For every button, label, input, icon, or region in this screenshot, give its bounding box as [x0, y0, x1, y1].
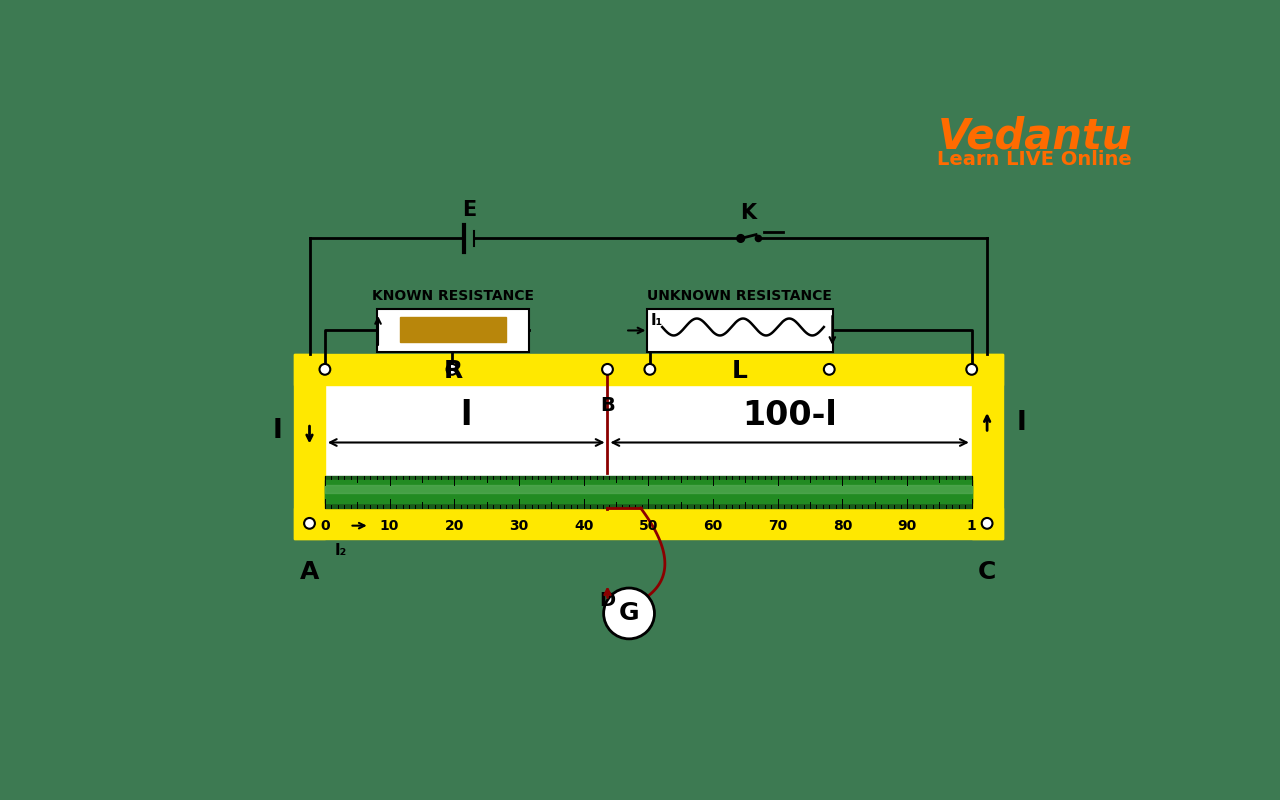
Text: D: D	[599, 591, 616, 610]
Text: I: I	[1016, 410, 1027, 436]
Circle shape	[737, 234, 745, 242]
Text: 30: 30	[509, 519, 529, 534]
Circle shape	[824, 364, 835, 374]
Text: R: R	[443, 359, 463, 383]
Text: C: C	[978, 560, 996, 584]
Text: 100-l: 100-l	[742, 398, 837, 432]
Bar	[325, 385, 972, 508]
Circle shape	[604, 588, 654, 639]
Text: 50: 50	[639, 519, 658, 534]
Text: G: G	[618, 602, 640, 626]
Text: Learn LIVE Online: Learn LIVE Online	[937, 150, 1132, 169]
Text: I₁: I₁	[650, 314, 663, 328]
Text: 1: 1	[966, 519, 977, 534]
Text: 20: 20	[444, 519, 463, 534]
Circle shape	[320, 364, 330, 374]
Circle shape	[305, 518, 315, 529]
Text: KNOWN RESISTANCE: KNOWN RESISTANCE	[372, 289, 534, 303]
Text: UNKNOWN RESISTANCE: UNKNOWN RESISTANCE	[648, 289, 832, 303]
Text: Vedantu: Vedantu	[937, 115, 1132, 158]
Bar	[325, 480, 972, 503]
Circle shape	[447, 364, 457, 374]
Text: E: E	[462, 200, 476, 220]
Text: 60: 60	[703, 519, 723, 534]
Text: 10: 10	[380, 519, 399, 534]
Bar	[646, 310, 833, 352]
Text: 70: 70	[768, 519, 787, 534]
Circle shape	[982, 518, 992, 529]
Text: B: B	[600, 396, 614, 415]
Bar	[325, 485, 972, 493]
Bar	[401, 317, 506, 342]
Bar	[325, 476, 972, 508]
Circle shape	[644, 364, 655, 374]
Bar	[972, 354, 1002, 538]
Text: A: A	[300, 560, 319, 584]
Text: K: K	[740, 203, 756, 223]
Text: I: I	[273, 418, 283, 444]
Circle shape	[602, 364, 613, 374]
Text: 80: 80	[833, 519, 852, 534]
Text: 90: 90	[897, 519, 916, 534]
Bar	[378, 310, 529, 352]
Text: l: l	[461, 398, 472, 432]
Text: I₂: I₂	[334, 542, 347, 558]
Bar	[294, 354, 325, 538]
Text: 0: 0	[320, 519, 330, 534]
Text: 40: 40	[573, 519, 594, 534]
Circle shape	[755, 235, 762, 242]
Circle shape	[966, 364, 977, 374]
Bar	[294, 508, 1002, 538]
Text: L: L	[732, 359, 748, 383]
Bar	[294, 354, 1002, 385]
